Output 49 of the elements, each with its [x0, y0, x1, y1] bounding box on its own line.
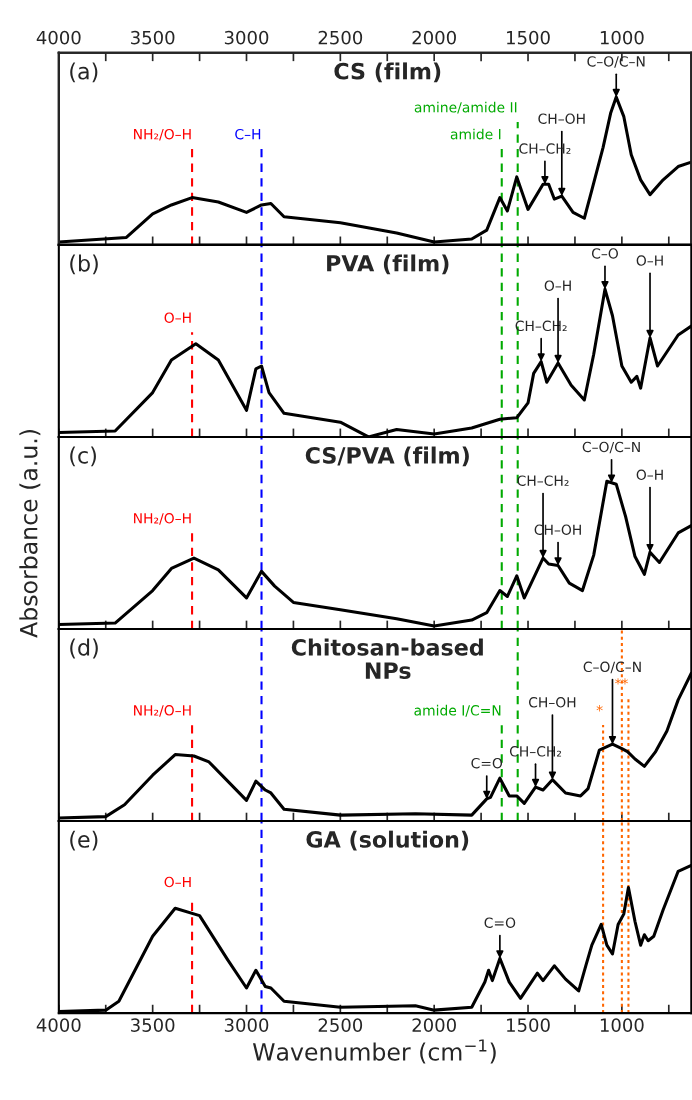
x2-tick-label: 3000 [224, 30, 269, 45]
chart-title: CS/PVA (film) [305, 446, 469, 467]
ref-line-label: amine/amide II [414, 101, 517, 114]
chart-title: CS (film) [334, 62, 441, 83]
annotation: O–H [636, 469, 663, 481]
annotation: O–H [544, 280, 571, 291]
x2-tick-label: 1500 [507, 30, 550, 45]
annotation: C=O [471, 757, 503, 769]
ref-line-label: amide I [450, 128, 501, 140]
x-tick-label: 1000 [600, 1018, 644, 1032]
x2-tick-label: 3500 [131, 30, 175, 45]
ref-line-label: * [596, 705, 603, 712]
ref-line-label: O–H [164, 312, 191, 323]
x-axis-title: Wavenumber (cm$^{−1}$) [252, 1039, 496, 1064]
ref-line-label: NH₂/O–H [134, 128, 191, 141]
ref-line-label: amide I/C=N [414, 704, 501, 717]
x-tick-label: 2000 [412, 1018, 456, 1032]
text: (e) [70, 830, 98, 851]
text: (d) [70, 638, 98, 659]
ref-line-label: ** [614, 678, 629, 685]
chart-title: PVA (film) [327, 254, 449, 275]
x2-tick-label: 4000 [36, 30, 81, 45]
annotation: C–O [591, 248, 618, 259]
text: (c) [70, 446, 96, 467]
annotation: C–O/C–N [587, 56, 645, 68]
ref-line-label: NH₂/O–H [134, 513, 191, 525]
y-axis-title: Absorbance (a.u.) [19, 430, 41, 638]
annotation: CH–OH [538, 113, 585, 124]
x-tick-label: 1500 [507, 1018, 550, 1032]
text: (b) [70, 254, 98, 275]
x2-tick-label: 1000 [600, 30, 644, 45]
ref-line-label: O–H [164, 876, 191, 888]
chart-title: GA (solution) [306, 830, 469, 851]
annotation: CH–OH [528, 697, 576, 708]
annotation: CH–CH₂ [517, 475, 569, 486]
ref-line-label: NH₂/O–H [134, 705, 191, 717]
annotation: C–O/C–N [583, 661, 641, 674]
x2-tick-label: 2000 [412, 30, 456, 45]
annotation: C=O [484, 917, 516, 928]
annotation: O–H [636, 255, 663, 266]
chart-title: Chitosan-based NPs [291, 638, 483, 679]
x-tick-label: 3500 [131, 1018, 175, 1032]
x-tick-label: 4000 [36, 1018, 81, 1032]
ref-line-label: C–H [235, 128, 261, 140]
x2-tick-label: 2500 [318, 30, 363, 45]
annotation: C–O/C–N [582, 441, 640, 454]
text: (a) [70, 62, 98, 83]
x-tick-label: 3000 [224, 1018, 269, 1032]
x-tick-label: 2500 [318, 1018, 363, 1032]
